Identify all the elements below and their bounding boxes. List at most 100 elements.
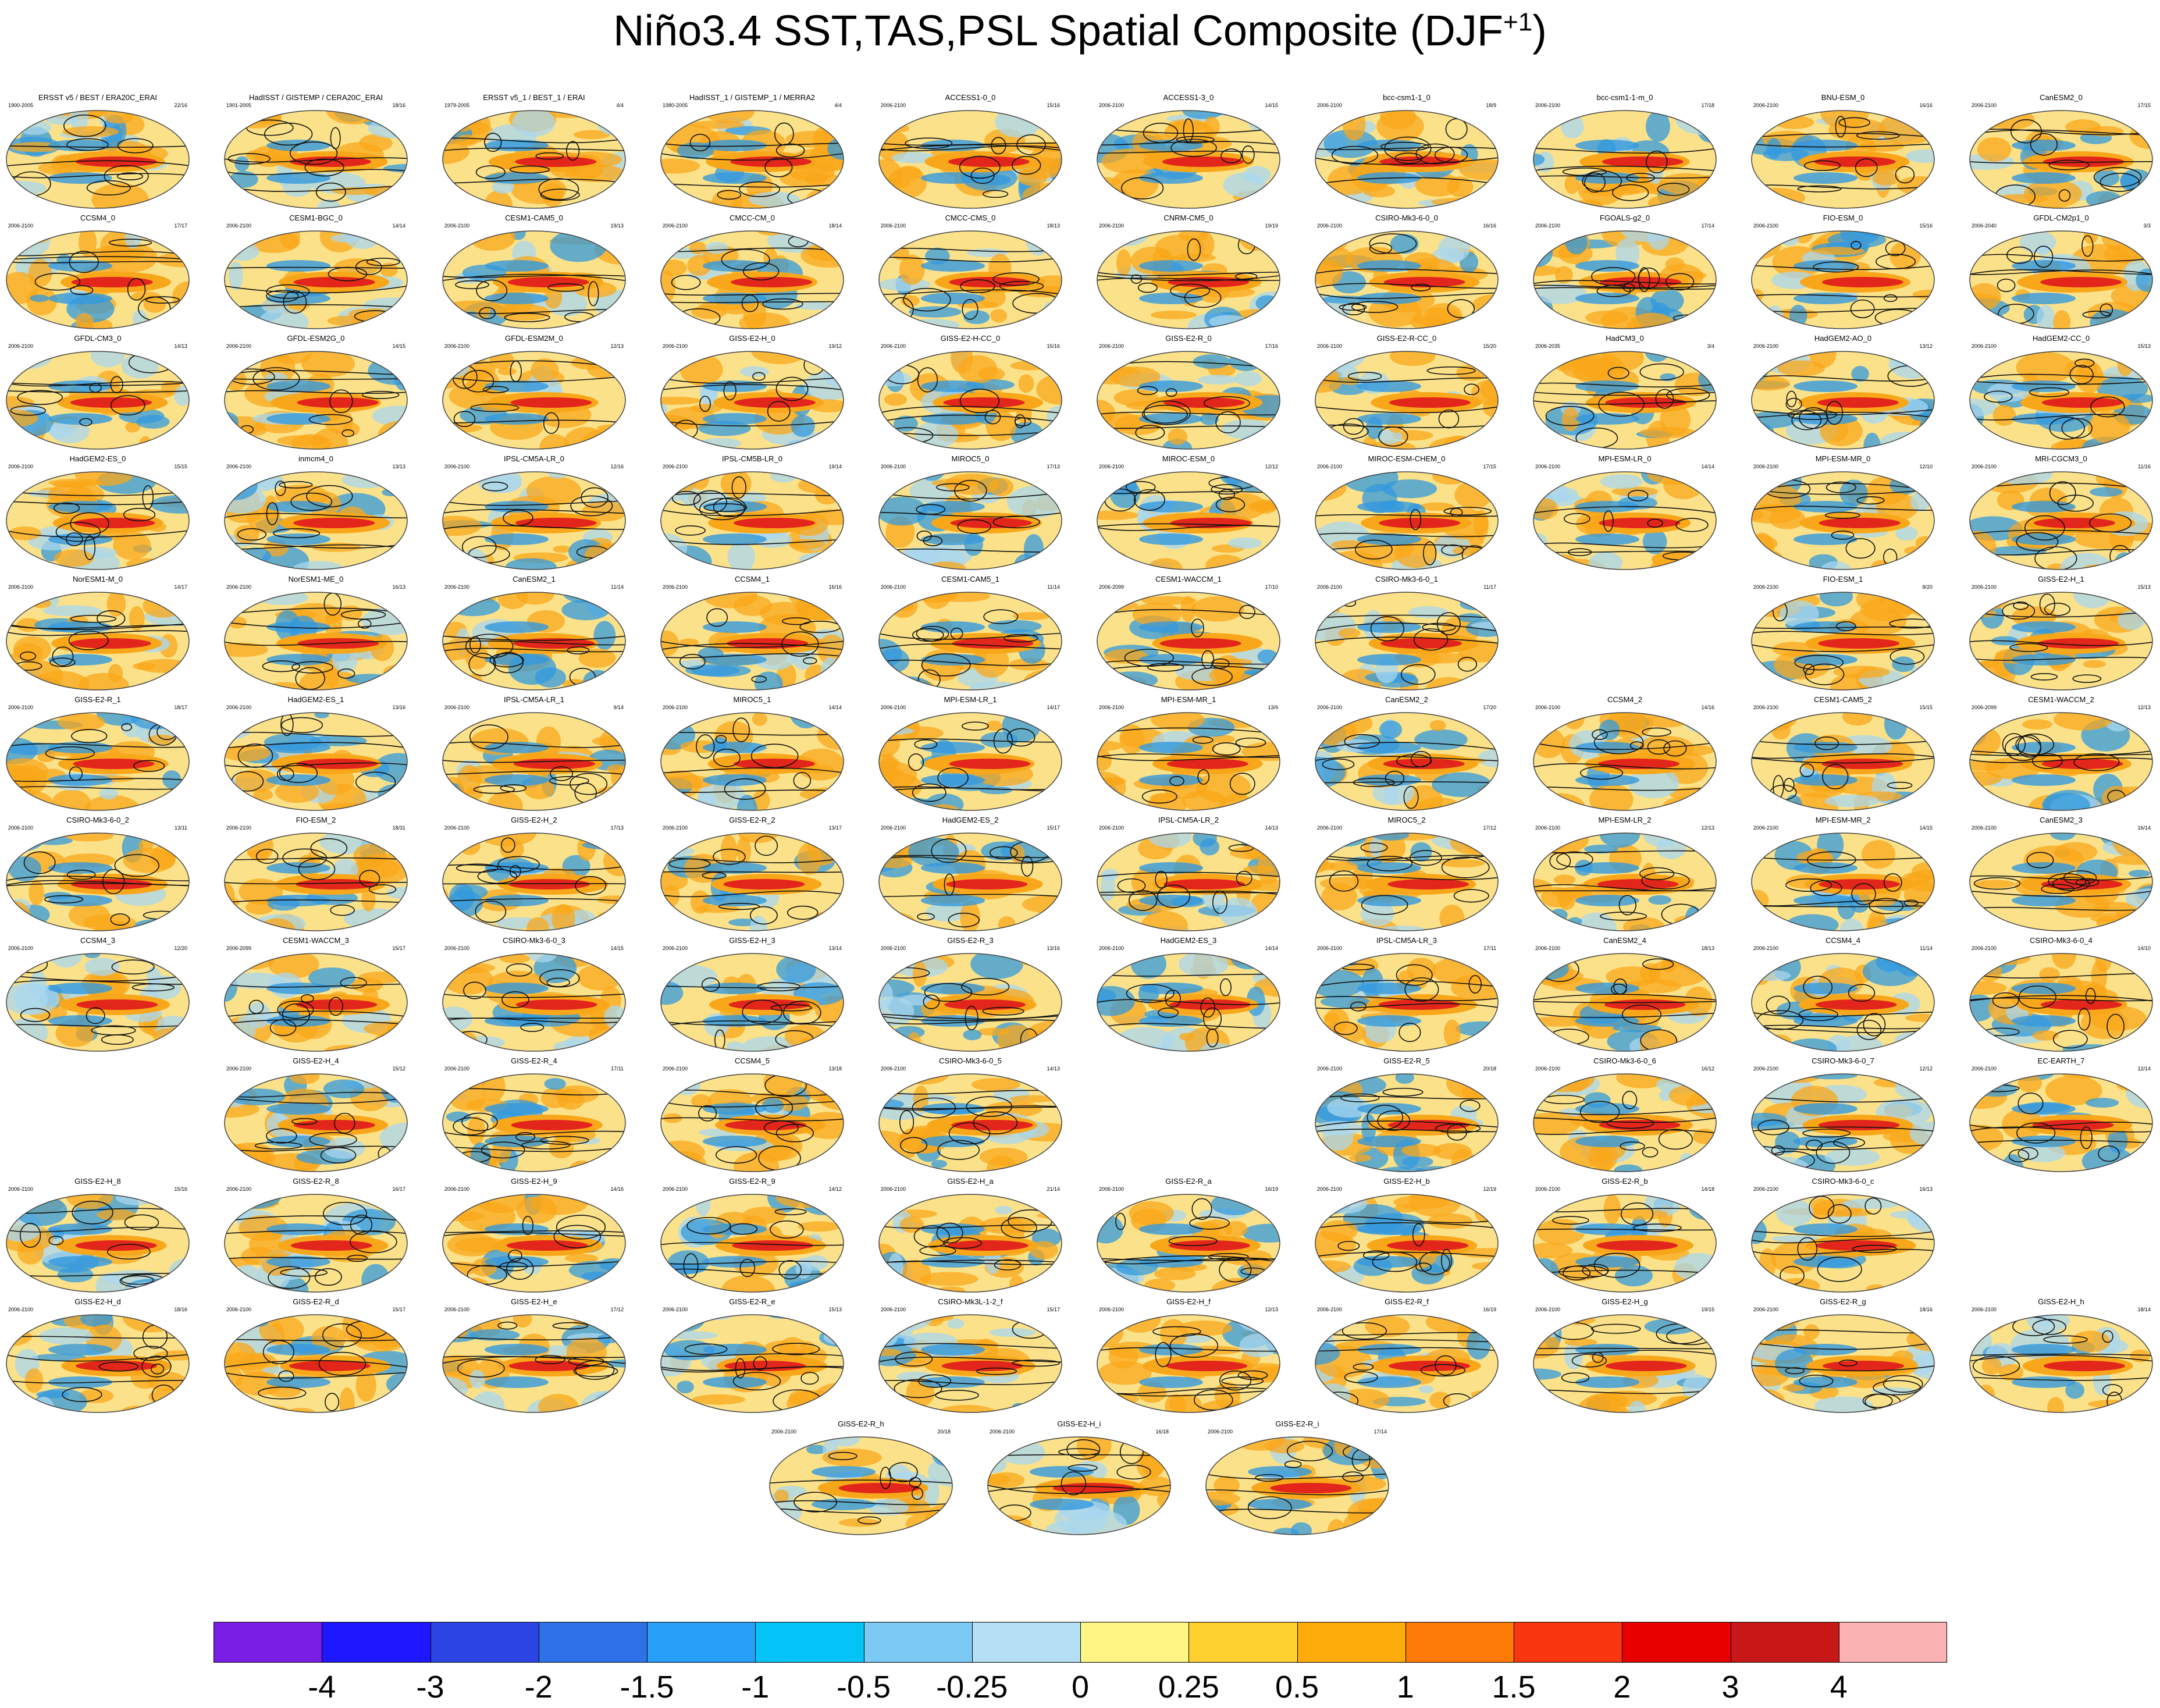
- panel-count: 18/14: [828, 223, 842, 229]
- panel-years: 2006-2100: [1317, 825, 1343, 831]
- panel-years: 2006-2100: [1317, 1186, 1343, 1192]
- panel-count: 18/17: [174, 704, 187, 710]
- map-panel: GISS-E2-R_1 2006-2100 18/17: [5, 695, 191, 812]
- map-panel: CSIRO-Mk3-6-0_6 2006-2100 16/12: [1532, 1056, 1718, 1173]
- panel-count: 15/17: [392, 1307, 405, 1312]
- colorbar-tick-label: -1: [741, 1670, 770, 1705]
- panel-years: 2006-2100: [8, 825, 34, 831]
- panel-title: MIROC5_2: [1387, 816, 1426, 824]
- map-panel: GISS-E2-R_5 2006-2100 20/18: [1314, 1056, 1500, 1173]
- panel-title: EC-EARTH_7: [2037, 1056, 2085, 1065]
- globe-map: [224, 832, 408, 931]
- globe-map: [769, 1436, 953, 1535]
- panel-count: 12/13: [610, 343, 624, 349]
- panel-years: 2006-2100: [1208, 1429, 1233, 1435]
- globe-map: [1751, 471, 1935, 570]
- panel-title: CSIRO-Mk3-6-0_0: [1375, 214, 1438, 222]
- panel-count: 17/14: [1701, 223, 1714, 229]
- panel-count: 16/19: [1483, 1307, 1496, 1312]
- panel-title: GISS-E2-R_a: [1165, 1177, 1212, 1186]
- panel-title: GISS-E2-H_g: [1602, 1297, 1648, 1306]
- panel-count: 3/4: [1707, 343, 1714, 349]
- globe-map: [6, 832, 190, 931]
- panel-title: GISS-E2-R_b: [1602, 1177, 1648, 1186]
- globe-map: [1533, 1314, 1717, 1413]
- globe-map: [442, 832, 626, 931]
- panel-title: GISS-E2-R_e: [729, 1297, 775, 1306]
- globe-map: [660, 1194, 844, 1293]
- panel-title: HadGEM2-ES_2: [942, 816, 999, 824]
- panel-years: 2006-2100: [1972, 1307, 1997, 1312]
- map-panel: GISS-E2-R_e 2006-2100 15/13: [659, 1297, 845, 1414]
- panel-title: CSIRO-Mk3-6-0_2: [66, 816, 129, 824]
- globe-map: [1969, 712, 2153, 811]
- panel-count: 11/14: [611, 584, 624, 590]
- panel-title: GISS-E2-H_4: [293, 1056, 339, 1065]
- panel-count: 13/9: [1268, 704, 1278, 710]
- map-panel: GISS-E2-R_i 2006-2100 17/14: [1204, 1419, 1390, 1536]
- panel-years: 2006-2100: [1535, 945, 1561, 951]
- panel-count: 14/14: [392, 223, 405, 229]
- globe-map: [1315, 110, 1499, 209]
- panel-years: 2006-2100: [1972, 464, 1997, 469]
- panel-years: 2006-2100: [881, 464, 906, 469]
- panel-title: GISS-E2-R_d: [293, 1297, 339, 1306]
- panel-years: 2006-2100: [1099, 704, 1125, 710]
- globe-map: [224, 471, 408, 570]
- map-panel: CanESM2_0 2006-2100 17/15: [1968, 93, 2154, 209]
- globe-map: [1533, 832, 1717, 931]
- globe-map: [6, 1194, 190, 1293]
- colorbar-tick-label: 2: [1613, 1670, 1631, 1705]
- panel-count: 14/15: [610, 945, 624, 951]
- panel-count: 13/11: [175, 825, 187, 831]
- globe-map: [1751, 832, 1935, 931]
- panel-count: 18/13: [1701, 945, 1714, 951]
- globe-map: [1315, 1194, 1499, 1293]
- panel-title: GISS-E2-R_i: [1275, 1419, 1319, 1428]
- globe-map: [1533, 953, 1717, 1052]
- panel-title: GISS-E2-R_g: [1820, 1297, 1866, 1306]
- panel-count: 18/9: [1486, 102, 1496, 108]
- panel-title: HadGEM2-CC_0: [2032, 334, 2090, 343]
- panel-count: 14/15: [1265, 102, 1278, 108]
- map-panel: GISS-E2-R_2 2006-2100 13/17: [659, 816, 845, 932]
- panel-count: 14/10: [2137, 945, 2151, 951]
- colorbar-box: [863, 1622, 972, 1663]
- panel-years: 2006-2100: [663, 1307, 688, 1312]
- panel-years: 1980-2005: [663, 102, 688, 108]
- panel-count: 15/15: [174, 464, 187, 469]
- panel-count: 15/16: [1047, 343, 1060, 349]
- globe-map: [1097, 351, 1280, 450]
- globe-map: [442, 1073, 626, 1172]
- panel-count: 9/14: [613, 704, 624, 710]
- globe-map: [1315, 1073, 1499, 1172]
- panel-count: 16/19: [1265, 1186, 1278, 1192]
- panel-years: 2006-2100: [226, 1307, 252, 1312]
- panel-title: CanESM2_3: [2040, 816, 2083, 824]
- panel-title: GISS-E2-H_h: [2038, 1297, 2084, 1306]
- panel-years: 2006-2100: [1972, 343, 1997, 349]
- globe-map: [1969, 471, 2153, 570]
- panel-title: CSIRO-Mk3-6-0_5: [939, 1056, 1002, 1065]
- globe-map: [442, 712, 626, 811]
- globe-map: [224, 1194, 408, 1293]
- globe-map: [1533, 351, 1717, 450]
- panel-count: 15/16: [174, 1186, 187, 1192]
- map-panel: CSIRO-Mk3-6-0_5 2006-2100 14/13: [877, 1056, 1063, 1173]
- panel-title: HadGEM2-ES_1: [287, 695, 344, 704]
- panel-years: 2006-2100: [1317, 223, 1343, 229]
- map-panel: IPSL-CM5A-LR_2 2006-2100 14/13: [1095, 816, 1282, 932]
- panel-count: 19/19: [1265, 223, 1278, 229]
- panel-years: 2006-2100: [1099, 1307, 1125, 1312]
- panel-count: 20/18: [1483, 1066, 1496, 1072]
- panel-title: CESM1-CAM5_2: [1814, 695, 1872, 704]
- globe-map: [878, 230, 1062, 329]
- map-panel: CSIRO-Mk3-6-0_c 2006-2100 16/13: [1750, 1177, 1936, 1293]
- map-panel: bcc-csm1-1-m_0 2006-2100 17/18: [1532, 93, 1718, 209]
- panel-count: 19/12: [828, 343, 842, 349]
- colorbar-box: [1514, 1622, 1622, 1663]
- map-panel: HadGEM2-ES_2 2006-2100 15/17: [877, 816, 1063, 932]
- map-panel: HadGEM2-ES_3 2006-2100 14/14: [1095, 936, 1282, 1052]
- panel-years: 2006-2100: [444, 464, 470, 469]
- panel-years: 2006-2100: [226, 1186, 252, 1192]
